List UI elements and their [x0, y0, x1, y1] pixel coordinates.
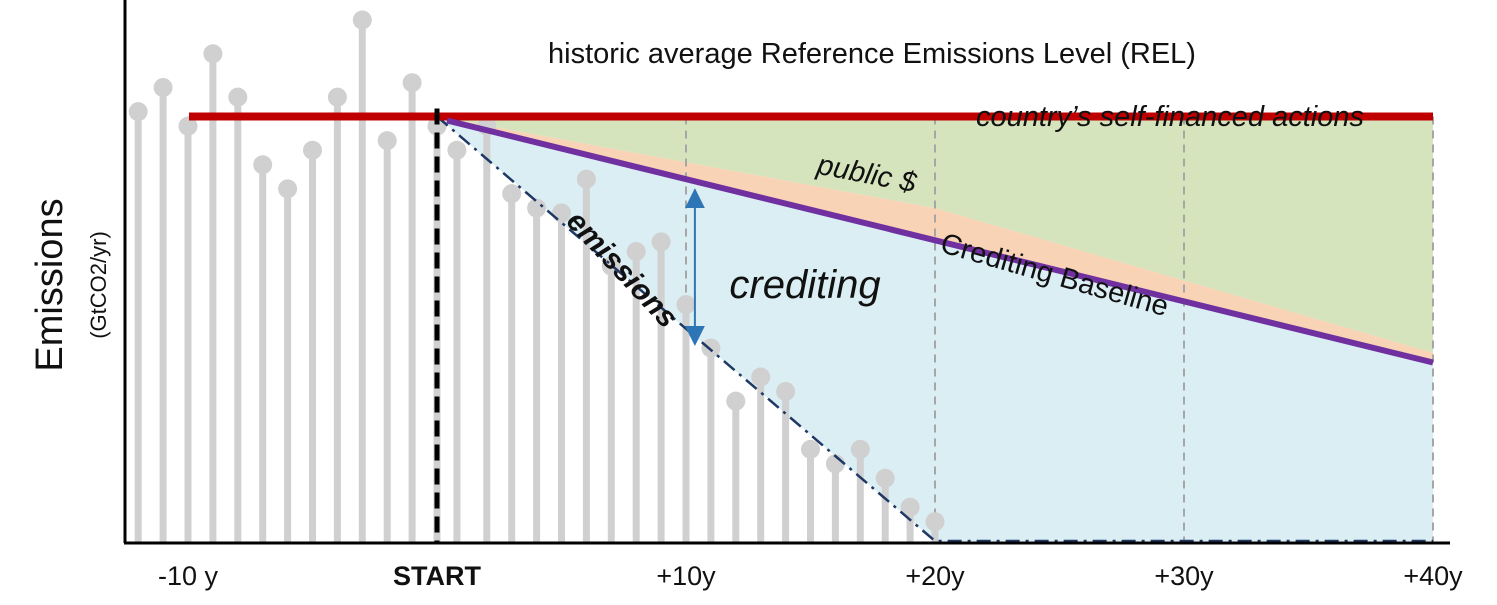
emission-point — [178, 116, 198, 136]
x-tick-label: START — [393, 561, 481, 591]
emission-point — [850, 439, 870, 459]
emission-point — [751, 367, 771, 387]
emission-point — [576, 169, 596, 189]
emission-point — [651, 232, 671, 252]
emission-point — [776, 381, 796, 401]
x-tick-label: +20y — [905, 561, 965, 591]
emission-point — [128, 102, 148, 122]
emissions-trend-line — [436, 115, 1433, 543]
emission-point — [278, 179, 298, 199]
x-axis-ticks: -10 y START +10y +20y +30y +40y — [158, 561, 1463, 591]
emission-point — [502, 184, 522, 204]
emission-point — [726, 391, 746, 411]
emission-point — [447, 140, 467, 160]
emission-point — [153, 78, 173, 98]
emission-point — [402, 73, 422, 93]
self-financed-label: country’s self-financed actions — [976, 101, 1364, 133]
y-axis-unit: (GtCO2/yr) — [86, 231, 111, 339]
emission-point — [900, 497, 920, 517]
crediting-baseline-line — [446, 117, 1434, 366]
emission-stems — [128, 10, 945, 543]
emission-point — [875, 468, 895, 488]
x-tick-label: +30y — [1154, 561, 1214, 591]
x-tick-label: -10 y — [158, 561, 219, 591]
emission-point — [701, 338, 721, 358]
emission-point — [303, 140, 322, 160]
x-tick-label: +40y — [1403, 561, 1463, 591]
emission-point — [228, 87, 248, 107]
crediting-label: crediting — [729, 263, 880, 307]
emission-point — [527, 198, 547, 218]
y-axis-title: Emissions — [29, 198, 71, 371]
x-tick-label: +10y — [656, 561, 716, 591]
emission-point — [352, 10, 372, 30]
emission-point — [925, 512, 945, 532]
emission-point — [601, 256, 621, 276]
diagram-title: historic average Reference Emissions Lev… — [548, 38, 1196, 70]
emission-point — [253, 155, 273, 175]
emission-point — [377, 131, 397, 151]
emission-point — [327, 87, 347, 107]
emission-point — [203, 44, 223, 64]
emission-point — [626, 242, 646, 262]
emission-point — [801, 439, 820, 459]
